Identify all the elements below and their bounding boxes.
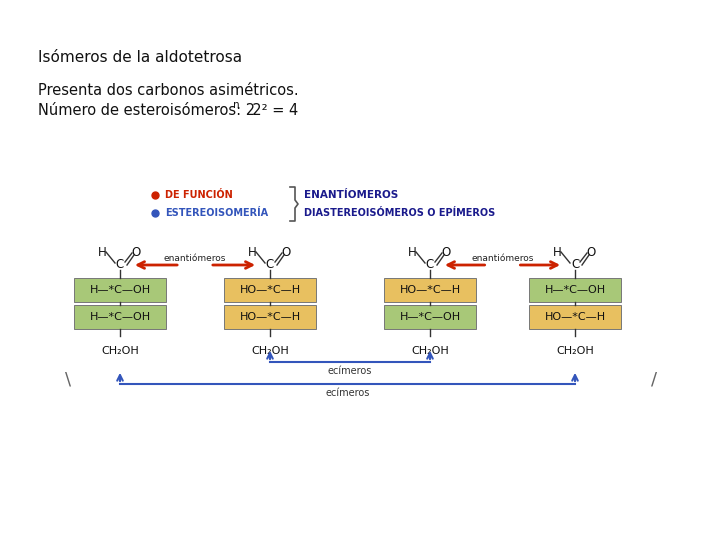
Text: ENANTÍOMEROS: ENANTÍOMEROS <box>304 190 398 200</box>
Text: CH₂OH: CH₂OH <box>101 346 139 356</box>
FancyBboxPatch shape <box>384 278 476 302</box>
Text: HO—*C—H: HO—*C—H <box>544 312 606 322</box>
Text: DE FUNCIÓN: DE FUNCIÓN <box>165 190 233 200</box>
Text: C: C <box>116 259 124 272</box>
Text: n: n <box>233 100 240 110</box>
FancyBboxPatch shape <box>224 305 316 329</box>
Text: C: C <box>426 259 434 272</box>
Text: Presenta dos carbonos asimétricos.: Presenta dos carbonos asimétricos. <box>38 83 299 98</box>
Text: ecímeros: ecímeros <box>325 388 369 398</box>
Text: H: H <box>408 246 416 259</box>
Text: H—*C—OH: H—*C—OH <box>544 285 606 295</box>
FancyBboxPatch shape <box>74 278 166 302</box>
Text: CH₂OH: CH₂OH <box>556 346 594 356</box>
Text: O: O <box>586 246 595 259</box>
Text: /: / <box>651 370 657 388</box>
FancyBboxPatch shape <box>529 278 621 302</box>
Text: H—*C—OH: H—*C—OH <box>89 285 150 295</box>
Text: CH₂OH: CH₂OH <box>251 346 289 356</box>
Text: O: O <box>131 246 140 259</box>
FancyBboxPatch shape <box>384 305 476 329</box>
FancyBboxPatch shape <box>224 278 316 302</box>
Text: \: \ <box>65 370 71 388</box>
Text: HO—*C—H: HO—*C—H <box>240 312 300 322</box>
Text: DIASTEREOISÓMEROS O EPÍMEROS: DIASTEREOISÓMEROS O EPÍMEROS <box>304 208 495 218</box>
Text: H: H <box>553 246 562 259</box>
Text: 2² = 4: 2² = 4 <box>243 103 298 118</box>
Text: HO—*C—H: HO—*C—H <box>240 285 300 295</box>
Text: Número de esteroisómeros: 2: Número de esteroisómeros: 2 <box>38 103 255 118</box>
Text: H: H <box>248 246 256 259</box>
Text: C: C <box>266 259 274 272</box>
Text: ESTEREOISOMERÍA: ESTEREOISOMERÍA <box>165 208 268 218</box>
Text: Isómeros de la aldotetrosa: Isómeros de la aldotetrosa <box>38 50 242 65</box>
Text: enantiómeros: enantiómeros <box>472 254 534 263</box>
Text: enantiómeros: enantiómeros <box>164 254 226 263</box>
Text: CH₂OH: CH₂OH <box>411 346 449 356</box>
Text: H: H <box>98 246 107 259</box>
Text: O: O <box>441 246 451 259</box>
Text: H—*C—OH: H—*C—OH <box>89 312 150 322</box>
Text: HO—*C—H: HO—*C—H <box>400 285 461 295</box>
Text: H—*C—OH: H—*C—OH <box>400 312 461 322</box>
FancyBboxPatch shape <box>529 305 621 329</box>
Text: O: O <box>282 246 291 259</box>
FancyBboxPatch shape <box>74 305 166 329</box>
Text: C: C <box>571 259 579 272</box>
Text: ecímeros: ecímeros <box>328 366 372 376</box>
